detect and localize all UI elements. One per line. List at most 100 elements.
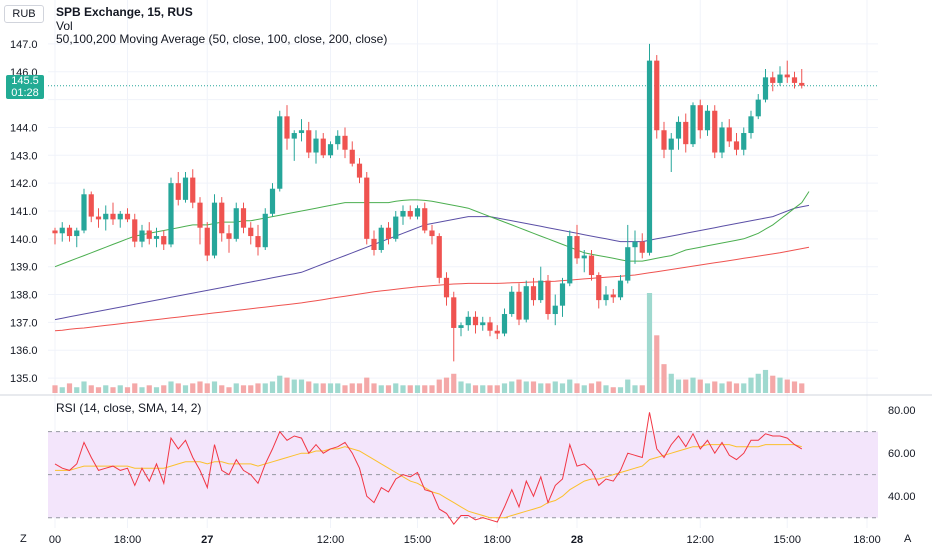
candle-body <box>443 277 450 298</box>
volume-bar <box>762 369 769 393</box>
candle-body <box>219 202 225 234</box>
candle-body <box>675 121 682 139</box>
candle-body <box>625 247 631 281</box>
volume-bar <box>574 383 580 393</box>
time-axis: 00 18:00 27 12:00 15:00 18:00 28 12:00 15:00 18:0… <box>49 534 881 546</box>
rsi-legend[interactable]: RSI (14, close, SMA, 14, 2) <box>56 401 202 415</box>
auto-scale-button[interactable]: A <box>904 533 912 545</box>
candle-body <box>371 238 377 250</box>
volume-bar <box>139 387 145 393</box>
candle-body <box>211 202 218 256</box>
volume-bars <box>52 293 805 393</box>
candles <box>52 43 805 362</box>
candle-body <box>168 183 174 245</box>
price-tick-label: 136.0 <box>10 345 38 357</box>
volume-bar <box>530 381 537 393</box>
candle-body <box>726 127 732 142</box>
candle-body <box>320 138 326 156</box>
time-tick-label: 12:00 <box>686 534 714 546</box>
candle-body <box>306 130 312 153</box>
price-tick-label: 140.0 <box>10 234 38 246</box>
candle-body <box>697 105 703 131</box>
candle-body <box>509 291 515 315</box>
volume-bar <box>204 383 210 393</box>
volume-bar <box>545 383 551 393</box>
rsi-tick-label: 60.00 <box>888 448 916 460</box>
volume-bar <box>95 387 102 393</box>
rsi-lines <box>54 412 803 526</box>
candle-body <box>88 194 94 217</box>
candle-body <box>233 208 239 239</box>
volume-bar <box>59 387 65 393</box>
volume-bar <box>748 377 754 393</box>
price-tick-label: 139.0 <box>10 262 38 274</box>
volume-bar <box>88 385 94 393</box>
candle-body <box>755 99 761 117</box>
candle-body <box>516 291 522 320</box>
candle-body <box>617 280 624 298</box>
candle-body <box>204 227 210 256</box>
volume-bar <box>610 387 616 393</box>
volume-bar <box>393 383 399 393</box>
candle-body <box>226 233 232 239</box>
candle-body <box>327 144 334 156</box>
candle-body <box>197 202 203 228</box>
rsi-axis: 40.00 60.00 80.00 <box>888 405 916 503</box>
candle-body <box>545 280 551 315</box>
volume-bar <box>516 379 522 393</box>
candle-body <box>538 280 544 301</box>
volume-bar <box>378 385 384 393</box>
timezone-button[interactable]: Z <box>20 533 27 545</box>
candle-body <box>385 227 392 239</box>
candle-body <box>494 330 500 334</box>
volume-bar <box>81 381 87 393</box>
candle-body <box>799 82 805 86</box>
volume-bar <box>74 387 80 393</box>
candle-body <box>762 77 769 100</box>
candle-body <box>110 213 116 220</box>
symbol-legend[interactable]: SPB Exchange, 15, RUS <box>56 5 193 19</box>
volume-bar <box>219 385 225 393</box>
volume-bar <box>255 383 261 393</box>
candle-body <box>400 211 406 217</box>
volume-bar <box>451 373 457 393</box>
ma100-line <box>54 204 810 321</box>
candle-body <box>487 322 493 331</box>
volume-bar <box>704 383 711 393</box>
candle-body <box>103 213 109 220</box>
candle-body <box>342 135 348 150</box>
currency-button[interactable]: RUB <box>4 5 44 23</box>
ma-legend[interactable]: 50,100,200 Moving Average (50, close, 10… <box>56 32 388 46</box>
candle-body <box>523 286 529 320</box>
time-tick-label: 18:00 <box>114 534 142 546</box>
candle-body <box>182 177 189 200</box>
ma200-line <box>54 246 810 332</box>
volume-bar <box>175 383 181 393</box>
candle-body <box>770 77 776 83</box>
candle-body <box>284 116 290 139</box>
volume-bar <box>52 385 58 393</box>
candle-body <box>639 241 645 253</box>
candle-body <box>683 121 689 145</box>
time-tick-label: 15:00 <box>404 534 432 546</box>
candle-body <box>596 275 602 301</box>
volume-bar <box>712 381 718 393</box>
candle-body <box>59 227 65 234</box>
volume-bar <box>646 293 653 393</box>
candle-body <box>81 194 87 231</box>
volume-bar <box>552 381 558 393</box>
candle-body <box>95 216 102 220</box>
candle-body <box>654 60 660 131</box>
volume-bar <box>124 387 131 393</box>
volume-legend[interactable]: Vol <box>56 19 73 33</box>
volume-bar <box>777 377 783 393</box>
volume-bar <box>103 385 109 393</box>
volume-bar <box>690 377 696 393</box>
candle-body <box>567 236 573 284</box>
candle-body <box>414 208 421 217</box>
volume-bar <box>291 379 297 393</box>
volume-bar <box>755 373 761 393</box>
candle-body <box>588 255 595 276</box>
rsi-tick-label: 40.00 <box>888 491 916 503</box>
